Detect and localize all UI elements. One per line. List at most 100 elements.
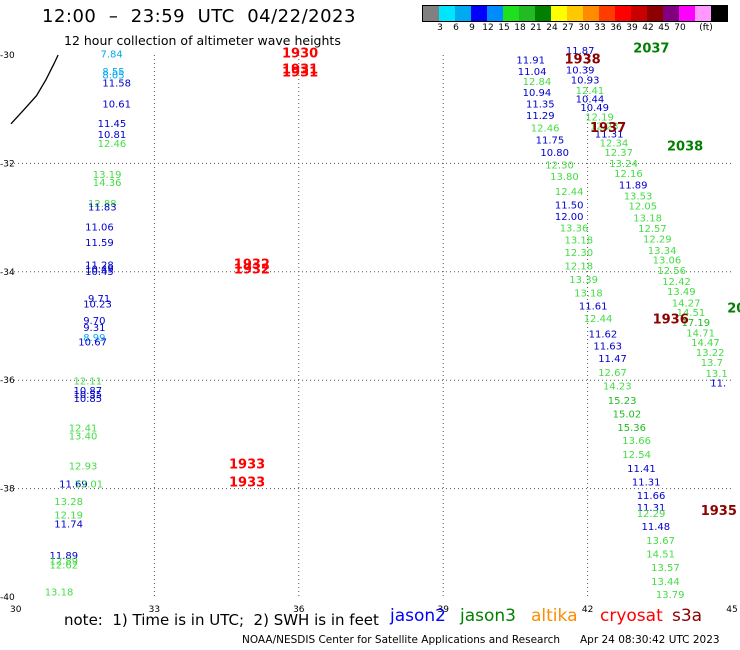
- color-scale-tick: 24: [546, 23, 558, 33]
- wave-height-value: 15.02: [613, 410, 642, 421]
- wave-height-value: 11.31: [595, 129, 624, 140]
- wave-height-value: 14.51: [646, 549, 675, 560]
- color-scale-tick: 39: [626, 23, 638, 33]
- color-scale-tick: 12: [482, 23, 494, 33]
- wave-height-value: 12.30: [565, 248, 594, 259]
- color-scale-tick: 70: [674, 23, 686, 33]
- wave-height-value: 12.62: [50, 560, 79, 571]
- color-scale-swatch: [439, 6, 455, 21]
- wave-height-value: 12.05: [629, 202, 658, 213]
- wave-height-value: 11.41: [627, 464, 656, 475]
- pass-time-label: 1932: [234, 258, 270, 273]
- color-scale-tick: 36: [610, 23, 622, 33]
- wave-height-value: 11.28: [85, 261, 114, 272]
- wave-height-value: 15.36: [617, 423, 646, 434]
- wave-height-value: 13.40: [69, 431, 98, 442]
- wave-height-value: 12.88: [88, 199, 117, 210]
- legend-jason2: jason2: [390, 606, 446, 626]
- wave-height-value: 10.49: [580, 103, 609, 114]
- wave-height-value: 14.71: [686, 328, 715, 339]
- wave-height-value: 12.89: [50, 557, 79, 568]
- latitude-tick-label: -40: [0, 593, 15, 603]
- wave-height-value: 12.16: [614, 169, 643, 180]
- wave-height-value: 11.61: [579, 302, 608, 313]
- wave-height-value: 13.22: [696, 348, 725, 359]
- wave-height-value: 14.47: [691, 338, 720, 349]
- color-scale-tick: 21: [530, 23, 542, 33]
- color-scale-tick: 27: [562, 23, 574, 33]
- wave-height-value: 13.44: [651, 577, 680, 588]
- wave-height-value: 11.63: [593, 341, 622, 352]
- wave-height-value: 12.46: [98, 139, 127, 150]
- map-axis-labels: 30 33 36 39 42 45 -30 -32 -34 -36 -38 -40: [0, 51, 738, 615]
- wave-height-value: 13.36: [560, 224, 589, 235]
- wave-height-value: 13.7: [701, 358, 723, 369]
- color-scale-swatch: [583, 6, 599, 21]
- color-scale-swatch: [535, 6, 551, 21]
- latitude-tick-label: -34: [0, 268, 15, 278]
- wave-height-value: 11.04: [518, 67, 547, 78]
- color-scale-tick: 15: [498, 23, 510, 33]
- wave-height-value: 11.89: [50, 551, 79, 562]
- pass-time-label: 1935: [701, 504, 737, 519]
- pass-time-label: 1932: [234, 262, 270, 277]
- wave-height-value: 13.80: [550, 172, 579, 183]
- wave-height-value: 12.56: [657, 266, 686, 277]
- color-scale-swatch: [423, 6, 439, 21]
- wave-height-value: 12.46: [531, 123, 560, 134]
- color-scale-swatch: [455, 6, 471, 21]
- pass-time-label: 2037: [633, 41, 669, 56]
- wave-height-value: 12.41: [576, 86, 605, 97]
- pass-time-labels: 1930193119311932193219331933193820371937…: [229, 41, 740, 519]
- wave-height-value: 12.18: [565, 262, 594, 273]
- wave-height-value: 13.24: [609, 159, 638, 170]
- wave-height-value: 9.31: [83, 323, 105, 334]
- credit-text: NOAA/NESDIS Center for Satellite Applica…: [242, 634, 560, 646]
- longitude-tick-label: 39: [437, 605, 449, 615]
- wave-height-value: 10.87: [74, 386, 103, 397]
- wave-height-value: 10.39: [566, 65, 595, 76]
- latitude-tick-label: -38: [0, 485, 15, 495]
- color-scale-tick: 18: [514, 23, 526, 33]
- wave-height-value: 12.84: [523, 77, 552, 88]
- pass-time-label: 203: [727, 301, 740, 316]
- wave-height-value: 13.67: [646, 536, 675, 547]
- legend-s3a: s3a: [672, 606, 703, 626]
- color-scale-swatch: [503, 6, 519, 21]
- wave-height-value: 7.84: [101, 50, 123, 61]
- color-scale-swatch: [519, 6, 535, 21]
- wave-height-value: 11.31: [632, 477, 661, 488]
- wave-height-value: 10.85: [74, 394, 103, 405]
- color-scale-legend: 3 6 9 12 15 18 21 24 27 30 33 36 39 42 45 70 (ft): [422, 5, 728, 35]
- wave-height-value: 11.69: [59, 480, 88, 491]
- wave-height-value: 10.49: [85, 264, 114, 275]
- wave-height-value: 12.23: [590, 121, 619, 132]
- wave-height-value: 11.48: [642, 522, 671, 533]
- wave-height-value: 12.93: [69, 462, 98, 473]
- wave-height-value: 12.44: [555, 187, 584, 198]
- footnote: note: 1) Time is in UTC; 2) SWH is in fe…: [64, 611, 379, 629]
- wave-height-value: 11.35: [526, 100, 555, 111]
- wave-height-value: 11.87: [566, 46, 595, 57]
- page-subtitle: 12 hour collection of altimeter wave hei…: [64, 33, 341, 48]
- wave-height-value: 11.83: [88, 203, 117, 214]
- color-scale-tick: 30: [578, 23, 590, 33]
- pass-time-label: 1931: [282, 66, 318, 81]
- wave-height-value: 13.18: [574, 289, 603, 300]
- wave-height-value: 10.81: [98, 130, 127, 141]
- wave-height-value: 9.70: [83, 316, 105, 327]
- wave-height-value: 14.51: [677, 308, 706, 319]
- wave-height-value: 8.05: [102, 70, 124, 81]
- color-scale-swatch: [631, 6, 647, 21]
- wave-height-value: 10.93: [571, 76, 600, 87]
- wave-height-value: 12.00: [555, 212, 584, 223]
- wave-height-value: 14.23: [603, 381, 632, 392]
- longitude-tick-label: 30: [10, 605, 22, 615]
- legend-cryosat: cryosat: [600, 606, 663, 626]
- wave-height-value: 13.39: [569, 275, 598, 286]
- wave-height-value: 12.57: [638, 224, 667, 235]
- wave-height-value: 12.19: [54, 510, 83, 521]
- pass-time-label: 1936: [653, 312, 689, 327]
- pass-time-label: 1933: [229, 458, 265, 473]
- wave-height-value: 13.34: [648, 246, 677, 257]
